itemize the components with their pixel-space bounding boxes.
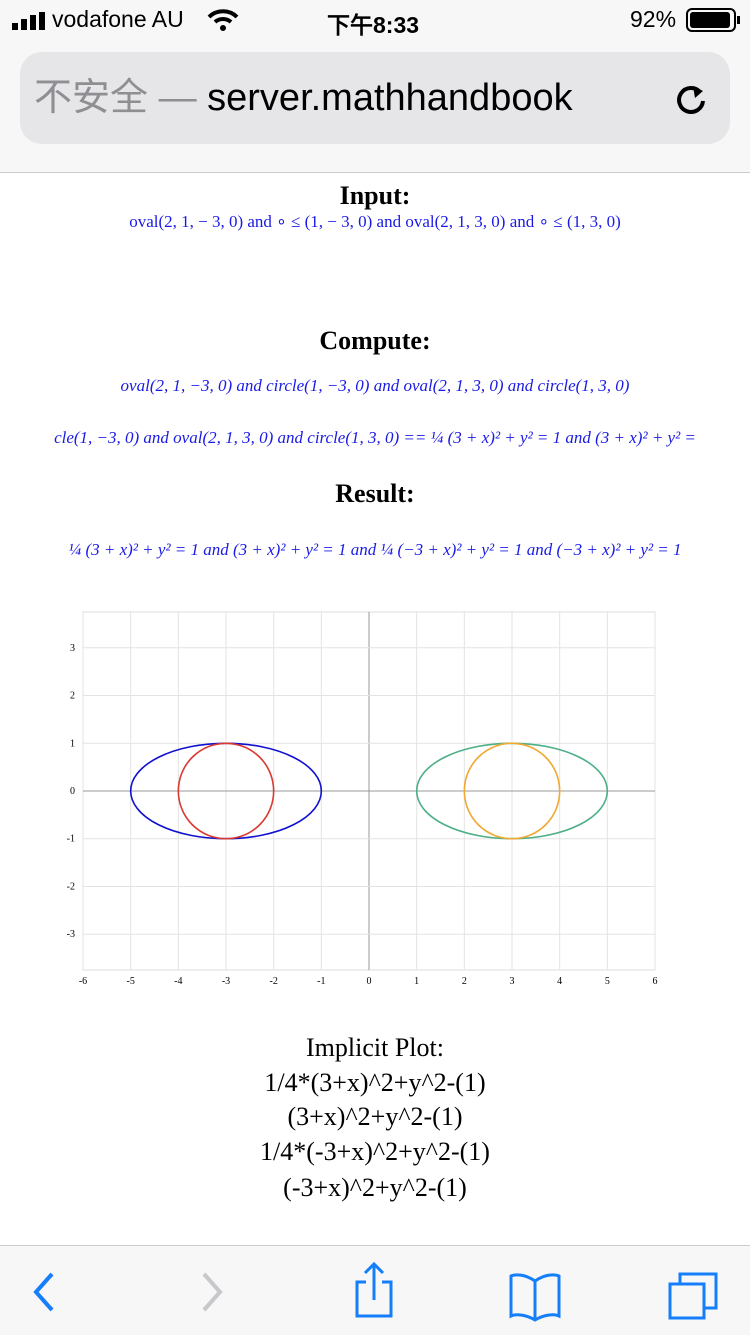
battery-text: 92% bbox=[630, 6, 677, 32]
math-text: cle(1, −3, 0) and oval(2, 1, 3, 0) and c… bbox=[54, 428, 696, 447]
y-tick-label: -1 bbox=[67, 834, 75, 845]
signal-icon bbox=[12, 12, 45, 30]
y-tick-label: -3 bbox=[67, 929, 75, 940]
equation: 1/4*(3+x)^2+y^2-(1) bbox=[264, 1068, 486, 1097]
x-tick-label: -1 bbox=[317, 976, 325, 987]
reload-button[interactable] bbox=[674, 82, 708, 116]
math-line: oval(2, 1, −3, 0) and circle(1, −3, 0) a… bbox=[0, 376, 750, 396]
curve bbox=[177, 742, 275, 840]
x-tick-label: -6 bbox=[79, 976, 87, 987]
wifi-icon bbox=[207, 9, 239, 31]
math-text: ¼ (3 + x)² + y² = 1 and (3 + x)² + y² = … bbox=[68, 540, 682, 559]
toolbar-icons bbox=[33, 1261, 718, 1322]
math-line: cle(1, −3, 0) and oval(2, 1, 3, 0) and c… bbox=[0, 428, 750, 448]
equation: (3+x)^2+y^2-(1) bbox=[287, 1102, 463, 1131]
x-tick-label: -4 bbox=[174, 976, 182, 987]
x-tick-label: 2 bbox=[462, 976, 467, 987]
y-tick-label: 2 bbox=[70, 691, 75, 702]
share-button[interactable] bbox=[355, 1261, 393, 1318]
math-text: oval(2, 1, −3, 0) and circle(1, −3, 0) a… bbox=[120, 376, 630, 395]
separator: — bbox=[158, 77, 197, 119]
y-tick-label: -2 bbox=[67, 881, 75, 892]
address-bar[interactable]: 不安全 — server.mathhandbook bbox=[20, 52, 730, 144]
section-heading: Input: bbox=[339, 181, 411, 210]
equation: 1/4*(-3+x)^2+y^2-(1) bbox=[260, 1137, 490, 1166]
x-tick-label: 4 bbox=[557, 976, 562, 987]
battery-icon bbox=[686, 8, 740, 32]
url: server.mathhandbook bbox=[207, 77, 573, 119]
x-tick-label: -2 bbox=[269, 976, 277, 987]
x-tick-label: 6 bbox=[653, 976, 658, 987]
y-tick-label: 3 bbox=[70, 643, 75, 654]
math-line: ¼ (3 + x)² + y² = 1 and (3 + x)² + y² = … bbox=[0, 540, 750, 560]
toolbar bbox=[0, 1245, 750, 1335]
math-line: oval(2, 1, − 3, 0) and ∘ ≤ (1, − 3, 0) a… bbox=[0, 212, 750, 232]
x-tick-label: -3 bbox=[222, 976, 230, 987]
implicit-plot: -6 -5 -4 -3 -2 -1 0 1 2 3 4 5 6 -3 -2 -1 0 1 2 3 bbox=[67, 611, 658, 987]
browser-header: vodafone AU 下午8:33 92% 不安全 — server.math… bbox=[0, 0, 750, 173]
plot-title: Implicit Plot: bbox=[306, 1033, 444, 1062]
x-tick-label: -5 bbox=[126, 976, 134, 987]
clock: 下午8:33 bbox=[327, 12, 420, 38]
x-tick-label: 0 bbox=[367, 976, 372, 987]
curve bbox=[463, 742, 561, 840]
back-button[interactable] bbox=[33, 1272, 54, 1312]
tabs-button[interactable] bbox=[668, 1272, 718, 1320]
y-tick-label: 0 bbox=[70, 786, 75, 797]
x-tick-label: 1 bbox=[414, 976, 419, 987]
forward-button[interactable] bbox=[202, 1272, 223, 1312]
y-tick-label: 1 bbox=[70, 738, 75, 749]
equation: (-3+x)^2+y^2-(1) bbox=[283, 1173, 467, 1202]
section-heading: Compute: bbox=[319, 326, 431, 355]
bookmarks-button[interactable] bbox=[509, 1273, 561, 1322]
x-tick-label: 3 bbox=[510, 976, 515, 987]
carrier: vodafone AU bbox=[52, 6, 184, 32]
security-label: 不安全 bbox=[34, 77, 149, 119]
section-heading: Result: bbox=[335, 479, 415, 508]
math-text: oval(2, 1, − 3, 0) and ∘ ≤ (1, − 3, 0) a… bbox=[129, 212, 621, 231]
x-tick-label: 5 bbox=[605, 976, 610, 987]
